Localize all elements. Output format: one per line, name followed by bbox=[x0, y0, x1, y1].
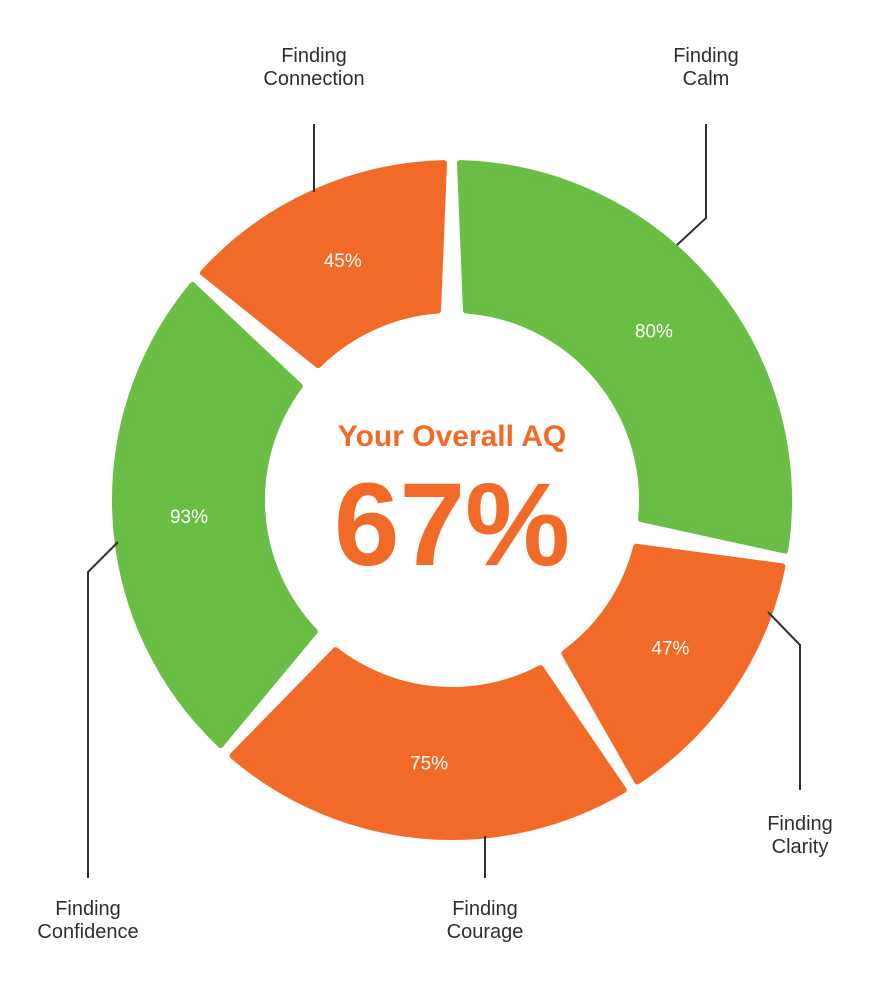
segment-value-label: 75% bbox=[410, 753, 448, 774]
leader-line bbox=[87, 541, 119, 878]
segment-value-label: 93% bbox=[170, 507, 208, 528]
category-label: Finding Connection bbox=[263, 45, 364, 90]
segment-labels: 80% 47% 75% 93% 45% bbox=[170, 251, 690, 774]
segment-finding-calm bbox=[456, 160, 792, 554]
segment-finding-clarity bbox=[561, 543, 786, 785]
center-value: 67% bbox=[334, 459, 570, 591]
leader-lines bbox=[87, 124, 801, 878]
category-label: Finding Clarity bbox=[767, 813, 833, 858]
segment-value-label: 45% bbox=[324, 251, 362, 272]
segment-finding-connection bbox=[199, 160, 448, 369]
segment-value-label: 80% bbox=[635, 322, 673, 343]
category-label: Finding Courage bbox=[447, 898, 524, 943]
segment-finding-confidence bbox=[112, 282, 318, 749]
chart-segments bbox=[112, 160, 792, 840]
category-labels: Finding Calm Finding Clarity Finding Courage F… bbox=[37, 45, 832, 943]
category-label: Finding Calm bbox=[673, 45, 739, 90]
leader-line bbox=[676, 124, 707, 246]
segment-value-label: 47% bbox=[651, 638, 689, 659]
center-title: Your Overall AQ bbox=[338, 420, 566, 453]
leader-line bbox=[767, 611, 801, 790]
category-label: Finding Confidence bbox=[37, 898, 138, 943]
segment-finding-courage bbox=[229, 647, 627, 840]
